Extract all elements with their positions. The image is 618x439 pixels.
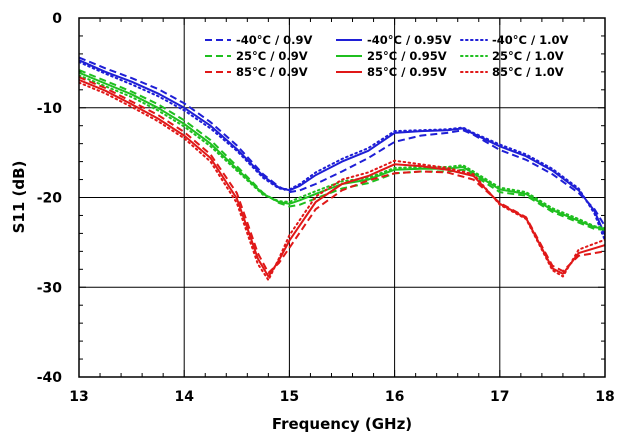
legend-label: -40°C / 0.95V bbox=[367, 33, 452, 47]
x-tick-label: 13 bbox=[69, 389, 88, 405]
y-axis-title: S11 (dB) bbox=[10, 161, 28, 234]
y-tick-label: -20 bbox=[37, 191, 63, 207]
legend-label: 25°C / 1.0V bbox=[492, 49, 564, 63]
x-tick-label: 15 bbox=[280, 389, 299, 405]
y-tick-label: -30 bbox=[37, 280, 63, 296]
legend-label: 85°C / 0.9V bbox=[236, 65, 308, 79]
legend-label: -40°C / 0.9V bbox=[236, 33, 313, 47]
x-axis-title: Frequency (GHz) bbox=[272, 415, 412, 433]
x-tick-label: 17 bbox=[490, 389, 509, 405]
y-tick-label: 0 bbox=[52, 11, 62, 27]
x-tick-label: 18 bbox=[595, 389, 614, 405]
legend-label: 85°C / 1.0V bbox=[492, 65, 564, 79]
y-tick-label: -10 bbox=[37, 101, 63, 117]
legend-label: 25°C / 0.95V bbox=[367, 49, 447, 63]
legend: -40°C / 0.9V -40°C / 0.95V -40°C / 1.0V 25°… bbox=[205, 33, 569, 79]
x-tick-label: 16 bbox=[385, 389, 404, 405]
x-tick-label: 14 bbox=[174, 389, 194, 405]
y-tick-label: -40 bbox=[37, 370, 63, 386]
legend-label: 25°C / 0.9V bbox=[236, 49, 308, 63]
legend-label: 85°C / 0.95V bbox=[367, 65, 447, 79]
legend-label: -40°C / 1.0V bbox=[492, 33, 569, 47]
